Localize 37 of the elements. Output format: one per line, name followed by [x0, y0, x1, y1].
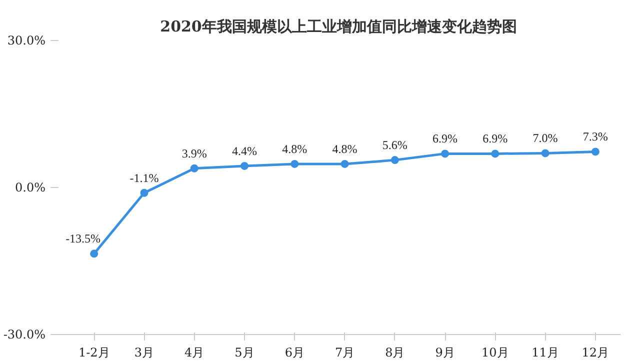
data-label: -13.5%	[66, 232, 101, 246]
point	[491, 150, 500, 158]
data-label: 6.9%	[482, 132, 508, 146]
point	[190, 164, 198, 172]
x-tick-label: 7月	[334, 346, 355, 360]
point	[591, 148, 600, 156]
point	[441, 150, 450, 158]
y-tick-label: -30.0%	[3, 328, 46, 342]
data-label: 4.4%	[232, 144, 257, 158]
point	[140, 188, 148, 197]
data-label: 3.9%	[182, 146, 207, 160]
data-label: 4.8%	[282, 142, 308, 156]
x-tick-label: 8月	[385, 346, 405, 360]
point	[340, 160, 349, 168]
data-label: -1.1%	[130, 170, 159, 185]
data-label: 6.9%	[432, 132, 458, 146]
chart-title: 2020年我国规模以上工业增加值同比增速变化趋势图	[160, 18, 517, 36]
x-tick-label: 12月	[582, 346, 610, 360]
x-tick-label: 3月	[134, 346, 154, 360]
point	[90, 250, 98, 258]
point	[541, 149, 550, 158]
point	[390, 156, 399, 164]
x-tick-label: 11月	[532, 346, 559, 360]
data-label: 5.6%	[382, 138, 408, 152]
data-label: 7.0%	[532, 131, 558, 146]
data-label: 4.8%	[332, 142, 358, 156]
y-tick-label: 30.0%	[7, 34, 46, 48]
x-tick-label: 4月	[184, 346, 204, 360]
y-tick-label: 0.0%	[15, 180, 46, 194]
point	[240, 162, 248, 170]
point	[290, 160, 299, 168]
x-tick-label: 10月	[482, 346, 509, 360]
x-tick-label: 1-2月	[78, 346, 110, 360]
x-tick-label: 6月	[284, 346, 304, 360]
data-label: 7.3%	[582, 130, 608, 144]
x-tick-label: 5月	[234, 346, 254, 360]
x-tick-label: 9月	[435, 346, 455, 360]
